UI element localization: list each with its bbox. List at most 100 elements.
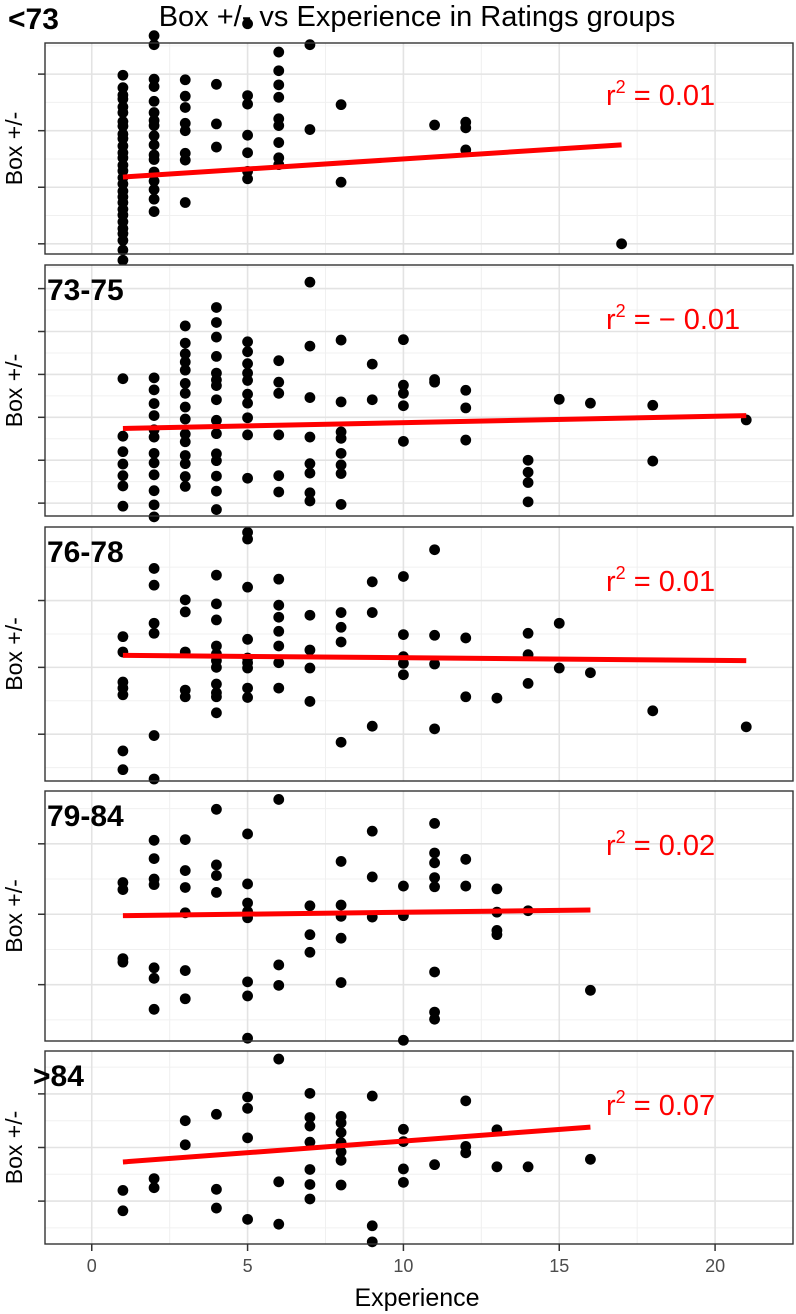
x-tick-label: 15	[549, 1256, 569, 1276]
panel-border	[44, 526, 794, 782]
data-point	[148, 184, 160, 195]
data-point	[460, 1147, 472, 1159]
data-point	[304, 929, 316, 941]
data-point	[148, 431, 160, 443]
data-point	[179, 606, 191, 618]
data-point	[117, 956, 129, 968]
data-point	[273, 387, 285, 399]
data-point	[335, 396, 347, 408]
data-point	[335, 1154, 347, 1166]
data-point	[211, 141, 222, 153]
data-point	[273, 376, 285, 388]
data-point	[366, 358, 378, 370]
data-point	[273, 625, 285, 637]
panel-label: <73	[8, 3, 59, 36]
data-point	[148, 972, 160, 984]
data-point	[585, 397, 596, 409]
data-point	[335, 1146, 347, 1158]
panel-label: 76-78	[47, 536, 124, 569]
data-point	[273, 599, 285, 611]
data-point	[460, 691, 472, 703]
data-point	[304, 1112, 316, 1123]
data-point	[273, 1176, 285, 1188]
x-tick-label: 20	[705, 1256, 725, 1276]
data-point	[148, 469, 160, 481]
data-point	[242, 336, 253, 348]
fit-line	[122, 907, 591, 919]
data-point	[304, 946, 316, 958]
data-point	[148, 384, 160, 396]
data-point	[148, 1003, 160, 1015]
data-point	[242, 346, 253, 358]
data-point	[460, 853, 472, 865]
data-point	[211, 380, 222, 391]
data-point	[117, 1205, 129, 1217]
data-point	[273, 120, 285, 131]
panel-border	[44, 1050, 794, 1245]
data-point	[335, 432, 347, 444]
data-point	[398, 657, 409, 669]
data-point	[522, 1161, 534, 1173]
data-point	[211, 331, 222, 343]
data-point	[273, 355, 285, 367]
fit-line	[122, 413, 747, 431]
r-squared-label: r2 = 0.01	[606, 77, 715, 112]
data-point	[304, 1120, 316, 1132]
data-point	[179, 1139, 191, 1151]
data-point	[491, 929, 503, 941]
data-point	[304, 487, 316, 499]
data-point	[366, 1236, 378, 1248]
data-point	[398, 880, 409, 892]
data-point	[398, 669, 409, 681]
panel-label: 73-75	[47, 274, 124, 307]
data-point	[242, 429, 253, 441]
data-point	[522, 477, 534, 488]
data-point	[148, 175, 160, 187]
data-point	[553, 393, 565, 405]
data-point	[522, 496, 534, 508]
data-point	[335, 636, 347, 648]
data-point	[273, 979, 285, 991]
x-tick-label: 10	[393, 1256, 413, 1276]
data-point	[335, 932, 347, 944]
data-point	[211, 1183, 222, 1195]
panel-2: Box +/- 73-75 r2 = − 0.01	[1, 264, 794, 549]
data-point	[211, 302, 222, 313]
data-point	[148, 1173, 160, 1184]
data-point	[211, 803, 222, 815]
data-point	[335, 468, 347, 479]
data-point	[460, 1095, 472, 1107]
data-point	[211, 350, 222, 362]
x-axis-label: Experience	[354, 1284, 479, 1312]
data-point	[366, 1090, 378, 1102]
data-point	[211, 470, 222, 482]
panel-5: Box +/->84 r2 = 0.07	[1, 1034, 794, 1248]
data-point	[429, 857, 440, 869]
data-point	[117, 430, 129, 442]
data-point	[148, 511, 160, 523]
r-squared-label: r2 = 0.02	[606, 827, 715, 862]
data-point	[335, 899, 347, 911]
data-point	[460, 434, 472, 446]
data-point	[429, 723, 440, 735]
data-point	[242, 976, 253, 988]
data-point	[211, 455, 222, 467]
data-point	[398, 400, 409, 412]
data-point	[304, 900, 316, 912]
data-point	[179, 337, 191, 349]
data-point	[211, 598, 222, 610]
data-point	[211, 661, 222, 673]
data-point	[335, 607, 347, 618]
data-point	[117, 235, 129, 246]
data-point	[148, 81, 160, 92]
data-point	[429, 817, 440, 829]
data-point	[179, 401, 191, 413]
data-point	[522, 466, 534, 478]
data-point	[148, 398, 160, 409]
data-point	[398, 334, 409, 346]
data-point	[553, 617, 565, 629]
data-point	[429, 658, 440, 670]
data-point	[273, 91, 285, 103]
data-point	[211, 1108, 222, 1120]
